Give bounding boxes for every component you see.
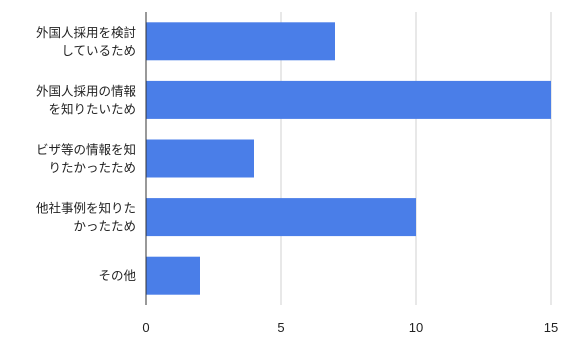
- category-label-2-line-1: りたかったため: [48, 160, 136, 175]
- category-label-2-line-0: ビザ等の情報を知: [36, 142, 136, 157]
- category-label-3-line-1: かったため: [73, 219, 136, 234]
- bar-0: [146, 22, 335, 61]
- x-tick-label-5: 5: [277, 320, 284, 335]
- category-label-0-line-0: 外国人採用を検討: [36, 25, 136, 40]
- bar-1: [146, 80, 551, 119]
- tick-labels: 0 5 10 15: [142, 320, 558, 335]
- bar-4: [146, 256, 200, 295]
- x-tick-label-15: 15: [544, 320, 558, 335]
- category-label-3-line-0: 他社事例を知りた: [36, 201, 136, 216]
- bar-2: [146, 139, 254, 178]
- bar-3: [146, 198, 416, 237]
- x-tick-label-10: 10: [409, 320, 423, 335]
- grid-lines: [280, 12, 552, 305]
- bars: [146, 22, 551, 295]
- category-label-1-line-1: を知りたいため: [48, 101, 136, 116]
- category-label-1-line-0: 外国人採用の情報: [36, 83, 137, 98]
- category-label-4-line-0: その他: [98, 268, 136, 283]
- category-labels: 外国人採用を検討しているため外国人採用の情報を知りたいためビザ等の情報を知りたか…: [36, 25, 137, 283]
- x-tick-label-0: 0: [142, 320, 149, 335]
- category-label-0-line-1: しているため: [61, 43, 136, 58]
